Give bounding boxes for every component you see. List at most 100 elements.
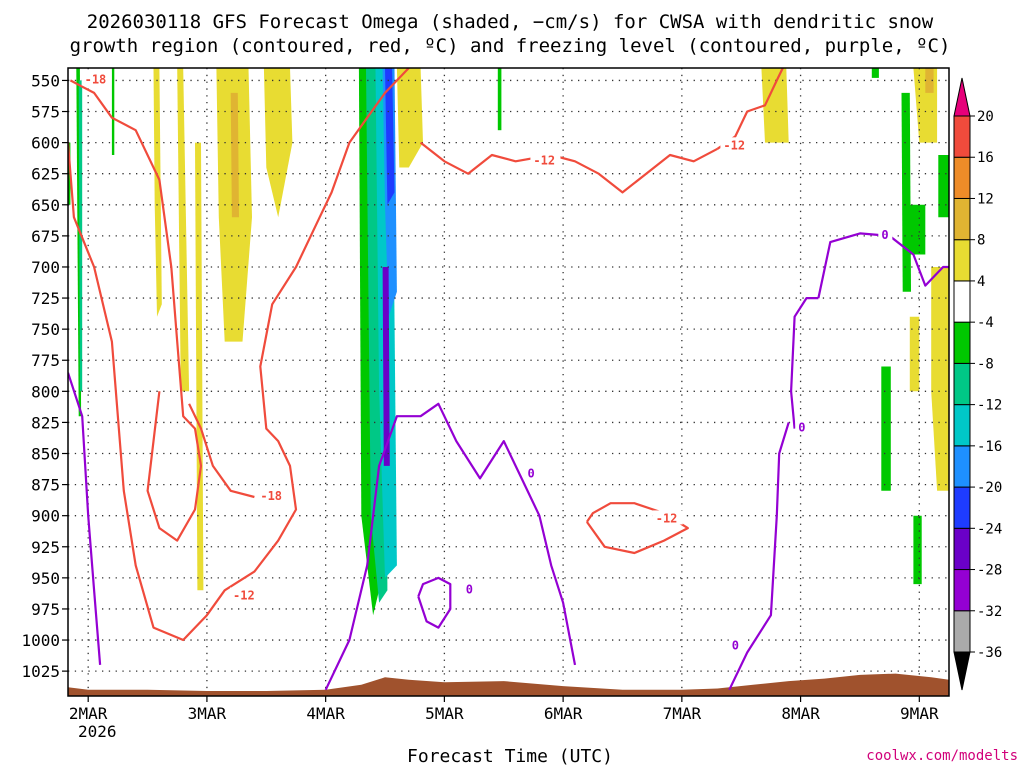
omega-patch <box>263 68 293 218</box>
colorbar-segment <box>953 445 971 488</box>
contour-line <box>324 402 577 691</box>
x-tick-label: 9MAR <box>900 704 939 723</box>
contour-label-bg <box>878 226 893 241</box>
omega-patch <box>385 68 395 205</box>
y-tick-label: 900 <box>31 507 60 526</box>
y-axis: 550 575 600 625 650 675 700 725 750 775 800 825 850 8… <box>21 71 68 681</box>
contour-label-bg <box>257 488 288 503</box>
omega-patch <box>925 68 934 93</box>
contour-line <box>188 403 255 499</box>
x-axis: 2MAR 3MAR 4MAR 5MAR 6MAR 7MAR 8MAR 9MAR <box>69 696 939 723</box>
omega-patch <box>230 92 239 218</box>
omega-patch <box>938 155 949 218</box>
omega-shading <box>68 68 949 616</box>
omega-patch <box>382 267 390 466</box>
terrain-fill <box>68 673 949 696</box>
contour-label-bg <box>720 137 751 152</box>
colorbar-segment <box>953 569 971 612</box>
omega-patch <box>909 316 920 392</box>
y-tick-label: 750 <box>31 320 60 339</box>
contour-line <box>68 372 102 665</box>
omega-patch <box>901 92 911 292</box>
x-tick-label: 2MAR <box>69 704 108 723</box>
colorbar-tick-label: 4 <box>977 274 985 290</box>
contours: -18 -12 -18 -12 -12 -12 0 0 0 0 0 <box>68 68 949 691</box>
y-tick-label: 575 <box>31 103 60 122</box>
colorbar-tick-label: -32 <box>977 604 1002 620</box>
y-tick-label: 875 <box>31 476 60 495</box>
y-tick-label: 925 <box>31 538 60 557</box>
plot-background <box>68 68 949 696</box>
y-tick-label: 825 <box>31 413 60 432</box>
y-tick-label: 625 <box>31 165 60 184</box>
contour-label: 0 <box>732 638 739 652</box>
colorbar-tick-label: 12 <box>977 191 994 207</box>
colorbar-tick-label: -28 <box>977 563 1002 579</box>
contour-label: -12 <box>533 153 555 167</box>
y-tick-label: 650 <box>31 196 60 215</box>
y-tick-label: 1000 <box>21 631 60 650</box>
omega-patch <box>111 68 115 155</box>
colorbar-segment <box>953 527 971 571</box>
omega-patch <box>153 68 162 317</box>
chart-title-line2: growth region (contoured, red, ºC) and f… <box>70 35 951 57</box>
x-tick-label: 4MAR <box>306 704 345 723</box>
omega-patch <box>881 366 891 491</box>
omega-patch <box>913 515 922 585</box>
credit-text[interactable]: coolwx.com/modelts <box>866 748 1018 764</box>
contour-line <box>789 297 819 429</box>
contour-label: 0 <box>466 582 473 596</box>
contour-label-bg <box>81 71 112 86</box>
contour-line <box>68 68 410 642</box>
colorbar-segment <box>953 486 971 529</box>
omega-patch <box>905 204 926 255</box>
y-tick-label: 850 <box>31 445 60 464</box>
colorbar-tick-label: -20 <box>977 480 1002 496</box>
colorbar-tick-label: -24 <box>977 521 1002 537</box>
y-tick-label: 975 <box>31 600 60 619</box>
y-tick-label: 725 <box>31 289 60 308</box>
omega-patch <box>195 142 204 591</box>
colorbar-tick-label: -8 <box>977 356 994 372</box>
omega-patch <box>931 267 949 491</box>
x-tick-label: 7MAR <box>663 704 702 723</box>
contour-label-bg <box>524 465 539 480</box>
contour-label: 0 <box>881 228 888 242</box>
y-tick-label: 700 <box>31 258 60 277</box>
y-tick-label: 675 <box>31 227 60 246</box>
colorbar: -36 -32 -28 -24 -20 -16 -12 -8 -4 4 8 12 16 20 <box>953 77 1002 691</box>
colorbar-segment <box>953 239 971 282</box>
colorbar-segment <box>953 115 971 158</box>
y-tick-label: 550 <box>31 71 60 90</box>
contour-line <box>417 576 452 629</box>
colorbar-max-triangle <box>953 77 971 117</box>
y-tick-label: 1025 <box>21 662 60 681</box>
contour-label-bg <box>530 152 561 167</box>
chart-title-line1: 2026030118 GFS Forecast Omega (shaded, −… <box>87 11 934 33</box>
contour-label-bg <box>652 510 683 525</box>
gridlines <box>68 68 949 696</box>
omega-patch <box>396 68 423 168</box>
contour-label: -12 <box>723 138 745 152</box>
omega-patch <box>761 68 789 143</box>
x-tick-label: 6MAR <box>544 704 583 723</box>
year-label: 2026 <box>78 722 117 741</box>
omega-patch <box>497 68 502 131</box>
colorbar-tick-label: -4 <box>977 315 994 331</box>
contour-line <box>728 422 790 691</box>
contour-label: 0 <box>798 421 805 435</box>
contour-line <box>69 79 203 542</box>
contour-label: -18 <box>85 72 107 86</box>
colorbar-tick-label: 16 <box>977 150 994 166</box>
colorbar-tick-label: -36 <box>977 645 1002 661</box>
contour-label: -12 <box>233 589 255 603</box>
x-tick-label: 5MAR <box>425 704 464 723</box>
omega-patch <box>177 68 190 392</box>
colorbar-tick-label: 8 <box>977 233 985 249</box>
plot-frame <box>67 67 950 697</box>
colorbar-segment <box>953 321 971 364</box>
contour-label-bg <box>728 637 743 652</box>
contour-label: 0 <box>527 467 534 481</box>
colorbar-tick-label: -16 <box>977 439 1002 455</box>
